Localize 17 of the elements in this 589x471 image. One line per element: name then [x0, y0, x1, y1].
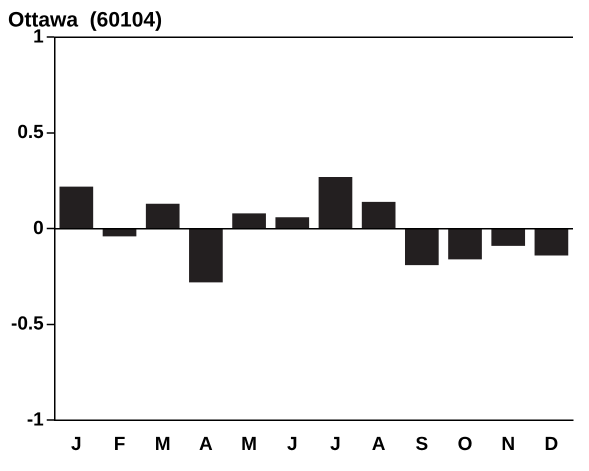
x-tick-label: J — [71, 434, 82, 455]
y-tick-label: 0.5 — [17, 122, 44, 144]
x-tick-label: S — [415, 434, 428, 455]
x-tick-label: N — [501, 434, 516, 455]
y-tick-label: 1 — [33, 26, 44, 48]
y-tick-label: -0.5 — [10, 314, 44, 335]
y-tick-label: 0 — [33, 218, 44, 239]
x-tick-label: A — [199, 434, 214, 455]
x-tick-label: F — [114, 434, 126, 455]
x-tick-label: J — [330, 434, 341, 455]
x-tick-label: M — [154, 434, 171, 455]
x-tick-label: D — [544, 434, 558, 455]
x-tick-label: J — [286, 434, 298, 455]
y-tick-label: -1 — [26, 409, 44, 430]
x-tick-label: M — [241, 434, 257, 455]
x-tick-label: A — [372, 434, 386, 455]
x-tick-label: O — [458, 434, 472, 455]
